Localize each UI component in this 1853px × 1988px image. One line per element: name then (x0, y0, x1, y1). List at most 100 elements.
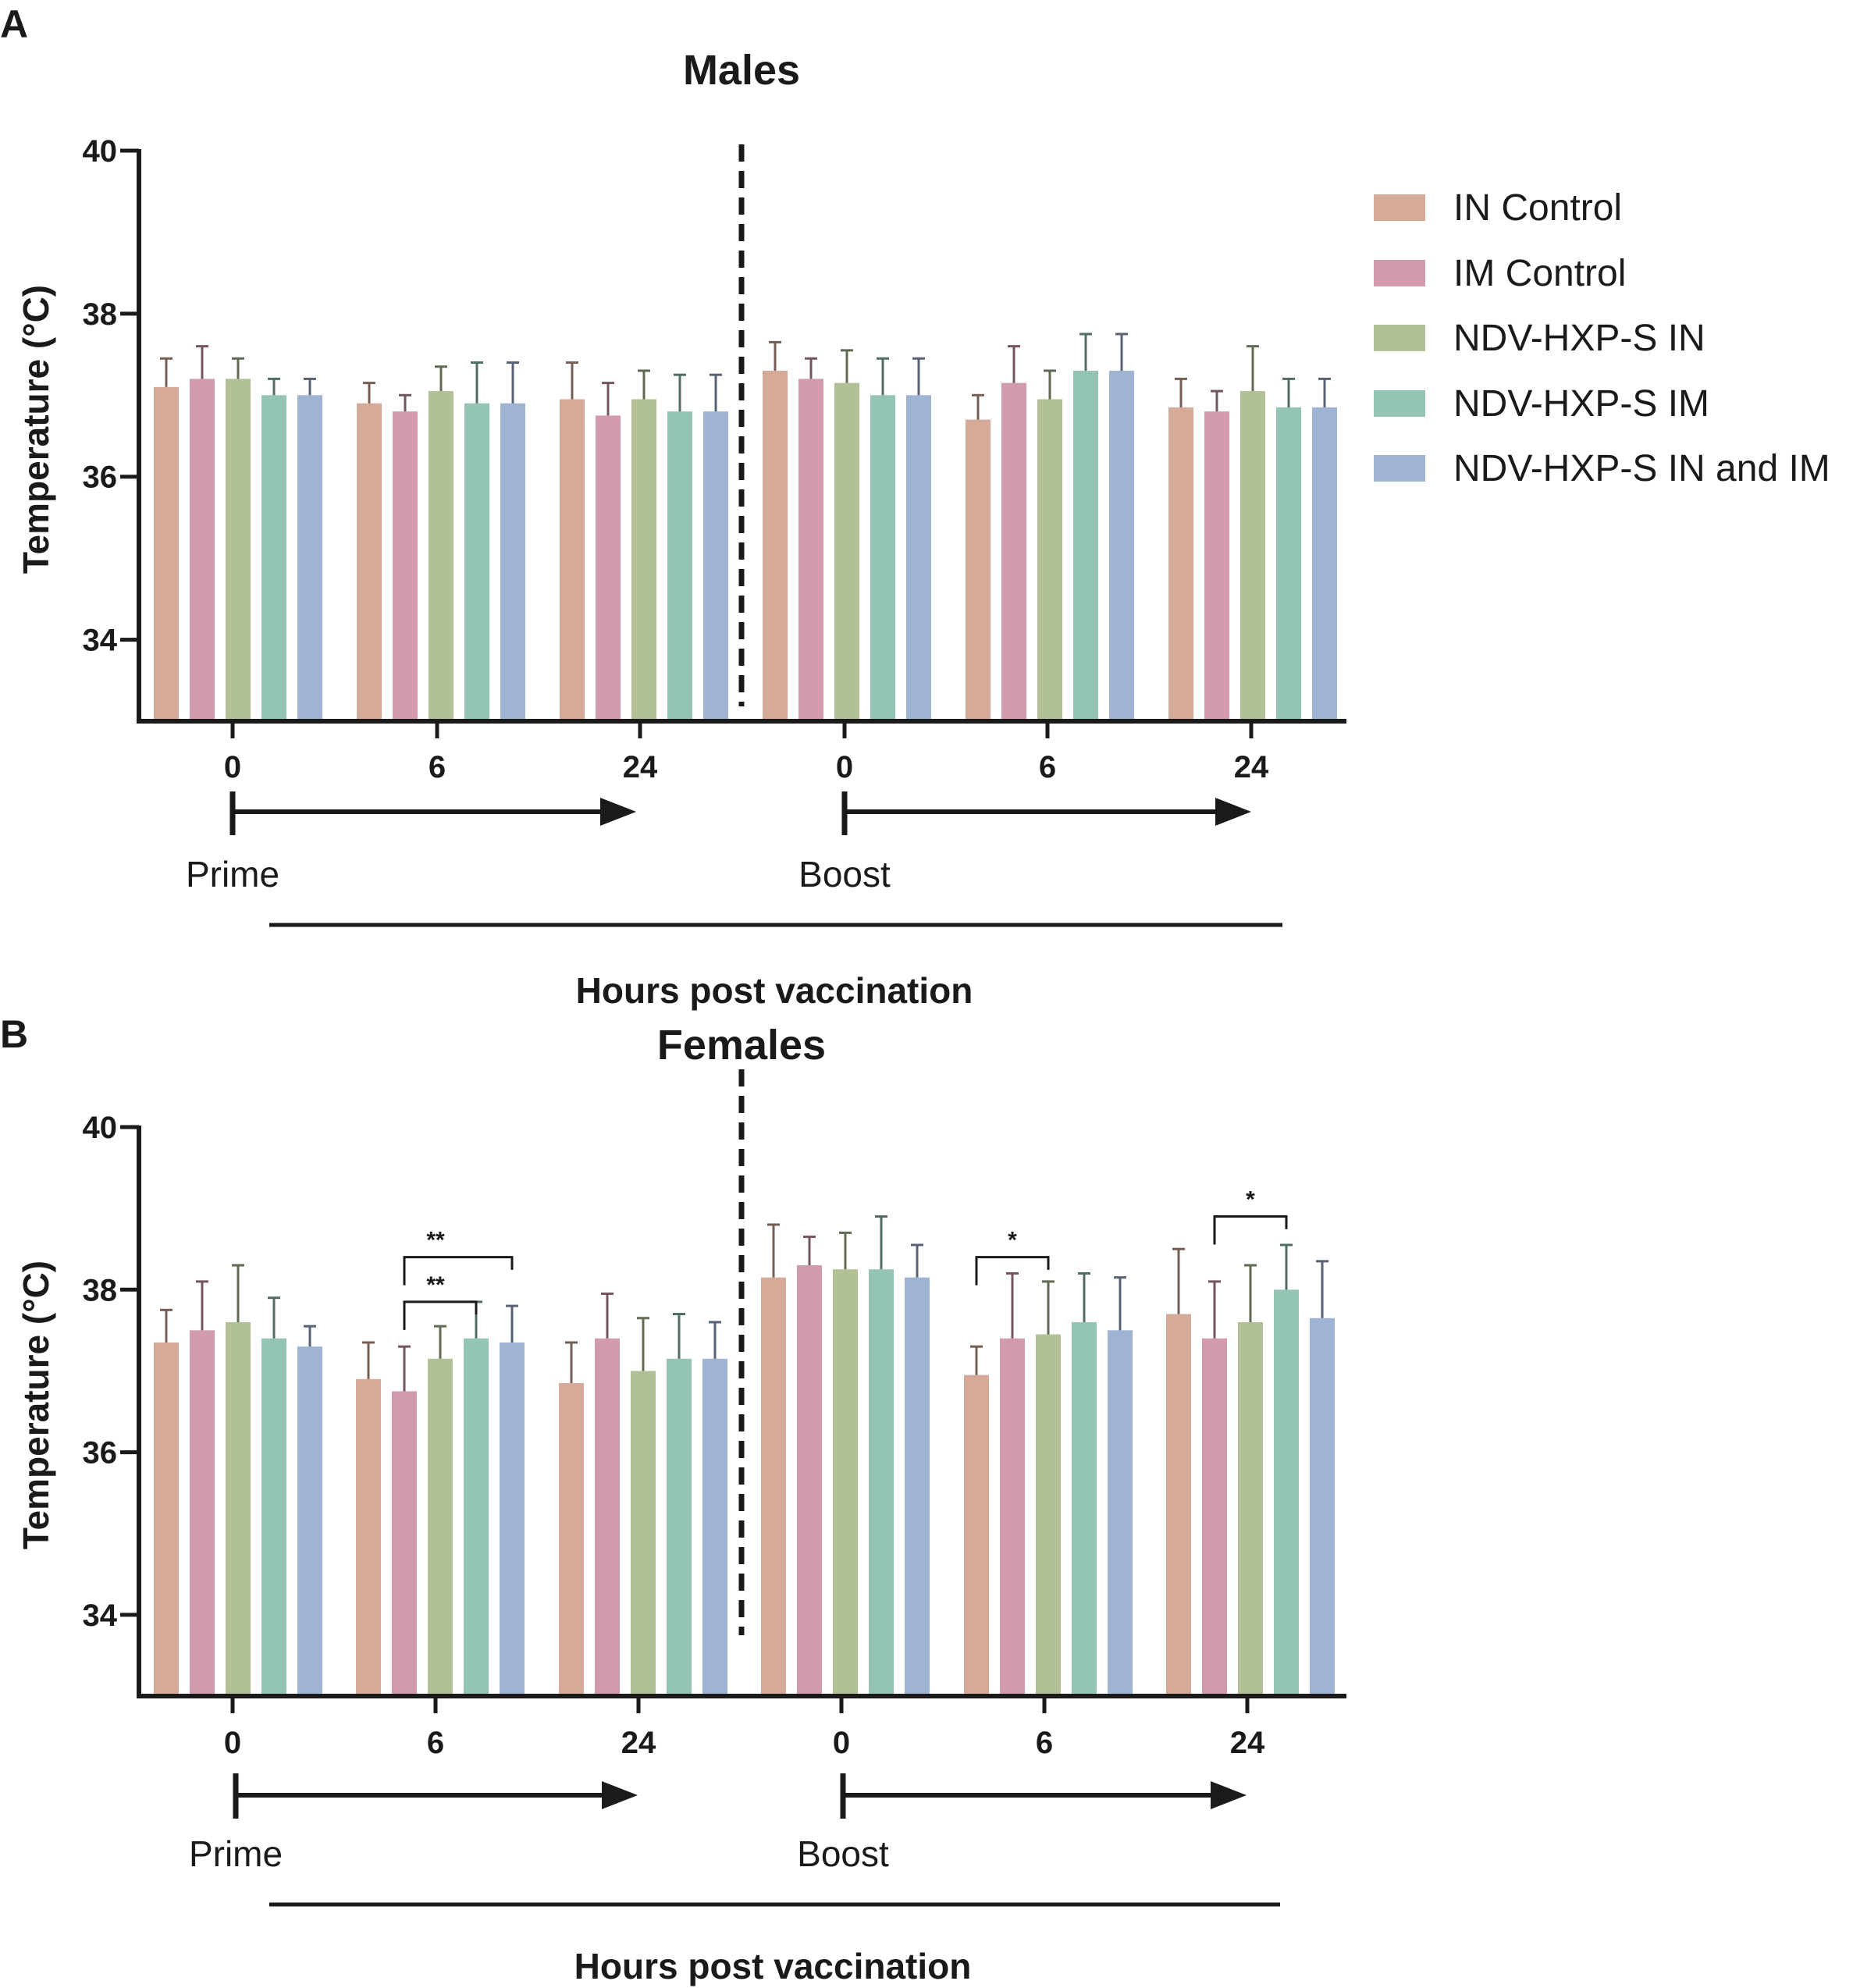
panel-b-bar (226, 1321, 251, 1694)
panel-a-category-label: 24 (1234, 750, 1269, 784)
panel-a-bar (226, 379, 251, 719)
panel-b-bar (154, 1342, 179, 1694)
panel-b-category-label: 24 (1230, 1726, 1265, 1760)
panel-a-bar (870, 395, 895, 719)
panel-a-bar (1240, 391, 1265, 719)
panel-b-bar (392, 1391, 417, 1694)
panel-b-bar (261, 1338, 286, 1694)
panel-a-y-tick-label: 36 (83, 461, 118, 495)
legend-swatch-im-control (1374, 260, 1425, 286)
panel-b-prime-label: Prime (189, 1833, 283, 1874)
panel-a-bar (464, 403, 489, 719)
panel-a-bar (966, 419, 991, 719)
panel-b-bar (190, 1330, 215, 1694)
panel-a-category-label: 6 (429, 750, 446, 784)
panel-a-bar (1204, 411, 1229, 719)
panel-a-bar (763, 370, 788, 719)
panel-a-xlabel: Hours post vaccination (576, 970, 973, 1011)
panel-b-bar (1072, 1321, 1097, 1694)
panel-a: A Males Temperature (°C) Prime Boost Hou… (0, 2, 1346, 1011)
panel-b-arrow-head (1211, 1781, 1247, 1809)
panel-b-bar (1166, 1314, 1191, 1694)
panel-a-bar (667, 411, 692, 719)
panel-a-bar (560, 399, 585, 719)
panel-b-category-label: 6 (1036, 1726, 1053, 1760)
panel-a-arrow-head (600, 798, 636, 826)
panel-a-plot: 34 36 38 40 0 6 24 0 6 24 (83, 134, 1346, 927)
panel-b-y-tick-label: 38 (83, 1273, 118, 1307)
panel-b-significance-bracket (1213, 1215, 1288, 1245)
panel-b-significance-bracket (975, 1256, 1050, 1286)
panel-a-category-label: 24 (623, 750, 658, 784)
panel-b-y-tick-label: 36 (83, 1436, 118, 1471)
panel-a-bar (1073, 370, 1098, 719)
panel-a-bar (1001, 382, 1026, 719)
panel-b-y-tick-label: 40 (83, 1111, 118, 1145)
panel-a-ylabel: Temperature (°C) (16, 285, 56, 574)
panel-b-boost-label: Boost (797, 1833, 889, 1874)
legend-swatch-ndv-im (1374, 390, 1425, 417)
panel-b-bar (356, 1378, 381, 1694)
legend-label-ndv-in-and-im: NDV-HXP-S IN and IM (1453, 448, 1830, 489)
legend-swatch-in-control (1374, 194, 1425, 221)
panel-a-category-label: 6 (1039, 750, 1056, 784)
panel-a-bar (834, 382, 859, 719)
panel-b-bar (1202, 1338, 1227, 1694)
panel-b-significance-label: ** (426, 1272, 445, 1298)
panel-a-title: Males (683, 47, 800, 94)
panel-b-bar (1108, 1330, 1133, 1694)
panel-b-significance-label: * (1246, 1187, 1255, 1213)
panel-b-title: Females (657, 1022, 826, 1069)
panel-a-bar (1109, 370, 1134, 719)
panel-b-bar (1000, 1338, 1025, 1694)
panel-b-bar (559, 1383, 584, 1694)
panel-b-bar (964, 1375, 989, 1694)
panel-b: B Females Temperature (°C) Prime Boost H… (0, 1012, 1346, 1986)
panel-a-arrow-head (1215, 798, 1251, 826)
panel-b-bar (905, 1277, 930, 1694)
panel-b-category-label: 0 (833, 1726, 850, 1760)
panel-b-significance-label: ** (426, 1228, 445, 1254)
panel-b-bar (1036, 1334, 1061, 1694)
panel-a-bar (261, 395, 286, 719)
panel-a-bar (1276, 407, 1301, 719)
panel-a-boost-label: Boost (798, 854, 891, 894)
panel-a-bar (190, 379, 215, 719)
legend-label-ndv-in: NDV-HXP-S IN (1453, 318, 1705, 359)
legend: IN Control IM Control NDV-HXP-S IN NDV-H… (1374, 187, 1830, 489)
panel-a-category-label: 0 (836, 750, 853, 784)
panel-a-bar (1168, 407, 1193, 719)
panel-a-letter: A (0, 2, 28, 46)
panel-b-bar (869, 1269, 894, 1694)
panel-b-xlabel: Hours post vaccination (574, 1946, 972, 1986)
panel-b-bar (1238, 1321, 1263, 1694)
panel-a-bar (631, 399, 656, 719)
panel-b-bar (428, 1358, 453, 1694)
legend-swatch-ndv-in-and-im (1374, 455, 1425, 482)
panel-a-bar (703, 411, 728, 719)
panel-b-significance-label: * (1008, 1228, 1017, 1254)
panel-a-bar (798, 379, 823, 719)
panel-b-category-label: 0 (224, 1726, 241, 1760)
panel-b-arrow-head (602, 1781, 638, 1809)
panel-b-significance-bracket (403, 1300, 478, 1330)
legend-label-ndv-im: NDV-HXP-S IM (1453, 383, 1709, 425)
panel-b-bar (833, 1269, 858, 1694)
panel-b-ylabel: Temperature (°C) (16, 1261, 56, 1549)
panel-a-bar (429, 391, 453, 719)
panel-b-bar (595, 1338, 620, 1694)
panel-b-bar (667, 1358, 692, 1694)
legend-label-im-control: IM Control (1453, 253, 1626, 294)
panel-b-bar (297, 1346, 322, 1694)
panel-a-bar (357, 403, 382, 719)
panel-a-bar (500, 403, 525, 719)
panel-a-bar (1037, 399, 1062, 719)
panel-a-y-tick-label: 40 (83, 134, 118, 169)
panel-b-category-label: 24 (621, 1726, 656, 1760)
legend-swatch-ndv-in (1374, 325, 1425, 351)
panel-b-bar (1310, 1318, 1335, 1694)
legend-label-in-control: IN Control (1453, 187, 1622, 229)
panel-a-y-tick-label: 34 (83, 624, 118, 658)
panel-a-prime-label: Prime (186, 854, 279, 894)
